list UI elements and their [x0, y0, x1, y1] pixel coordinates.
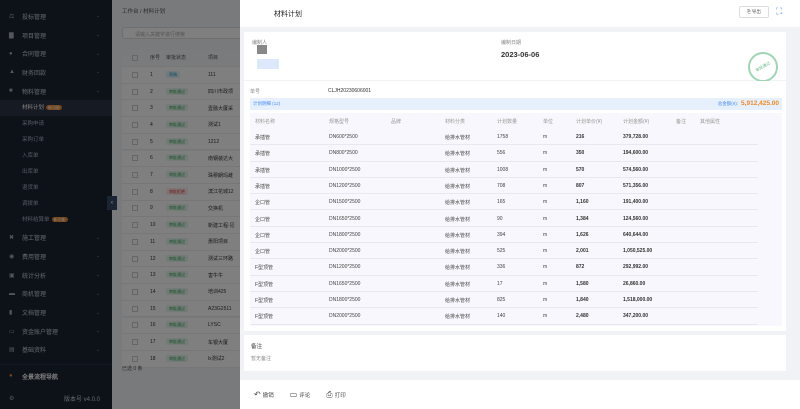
col-header: 规格型号	[329, 119, 350, 125]
undo-icon: ↶	[254, 390, 261, 399]
date-label: 编制日期	[501, 40, 522, 46]
creator-name-blurred	[257, 59, 279, 69]
table-row: F型顶管 DN2000*2500 给排水管材 140 m 2,480 347,200.00	[250, 308, 758, 325]
revoke-button[interactable]: ↶ 撤销	[254, 390, 274, 399]
col-header: 材料名称	[255, 119, 276, 125]
collapse-sidebar-button[interactable]: ‹	[107, 196, 117, 210]
table-row: F型顶管 DN1800*2500 给排水管材 825 m 1,840 1,518,000.0…	[250, 292, 758, 309]
plan-detail-table: 材料名称 规格型号 品牌 材料分类 计划数量 单位 计划单价(¥) 计划金额(¥) 备注 其他属性…	[250, 113, 782, 326]
fullscreen-icon[interactable]: ⛶	[776, 6, 783, 16]
material-plan-drawer: 材料计划 ⎘ 导出 ⛶ 编制人 编制日期 2023-06-06 审批通过 单号 …	[240, 0, 800, 409]
export-icon: ⎘	[747, 9, 752, 14]
col-header: 材料分类	[445, 119, 466, 125]
comment-button[interactable]: ▭ 评论	[289, 390, 311, 399]
creator-label: 编制人	[252, 40, 268, 46]
plan-detail-label: 计划明细 (12)	[253, 101, 281, 106]
remark-value: 暂无备注	[251, 356, 272, 362]
comment-icon: ▭	[289, 390, 298, 399]
col-header: 计划数量	[497, 119, 518, 125]
drawer-title: 材料计划	[274, 11, 302, 18]
order-no-value: CLJH20230606001	[328, 88, 372, 94]
table-row: 承插管 DN1000*2500 给排水管材 1008 m 570 574,560.00	[250, 162, 758, 178]
col-header: 备注	[676, 119, 687, 125]
table-row: 企口管 DN2000*2500 给排水管材 525 m 2,001 1,050,525.00	[250, 243, 758, 260]
table-row: 承插管 DN800*2500 给排水管材 556 m 350 194,600.00	[250, 145, 758, 162]
table-row: F型顶管 DN1650*2500 给排水管材 17 m 1,580 26,860.00	[250, 276, 758, 292]
col-header: 其他属性	[700, 119, 721, 125]
total-label: 总金额(¥):	[717, 101, 739, 106]
total-amount: 5,912,425.00	[741, 100, 779, 107]
print-icon: ⎙	[326, 389, 333, 399]
modal-mask[interactable]	[0, 0, 240, 409]
table-row: 企口管 DN1650*2500 给排水管材 90 m 1,384 124,560.00	[250, 211, 758, 227]
col-header: 计划金额(¥)	[623, 119, 650, 125]
table-row: F型顶管 DN1200*2500 给排水管材 336 m 872 292,992.00	[250, 259, 758, 276]
date-value: 2023-06-06	[501, 50, 540, 59]
plan-detail-bar: 计划明细 (12) 总金额(¥): 5,912,425.00	[250, 98, 782, 110]
col-header: 品牌	[391, 119, 402, 125]
creator-avatar	[257, 45, 267, 54]
export-button[interactable]: ⎘ 导出	[739, 6, 769, 18]
col-header: 单位	[543, 119, 554, 125]
col-header: 计划单价(¥)	[576, 119, 603, 125]
table-row: 承插管 DN1200*2500 给排水管材 708 m 807 571,356.00	[250, 178, 758, 195]
table-row: 企口管 DN1800*2500 给排水管材 394 m 1,626 640,644.00	[250, 227, 758, 244]
remark-label: 备注	[251, 344, 263, 350]
table-header: 材料名称 规格型号 品牌 材料分类 计划数量 单位 计划单价(¥) 计划金额(¥) 备注 其他属性	[250, 113, 758, 129]
print-button[interactable]: ⎙ 打印	[326, 389, 346, 399]
order-no-label: 单号	[250, 89, 261, 95]
approved-stamp: 审批通过	[748, 52, 778, 82]
drawer-footer: ↶ 撤销 ▭ 评论 ⎙ 打印	[240, 380, 800, 409]
table-row: 企口管 DN1500*2500 给排水管材 165 m 1,160 191,400.00	[250, 194, 758, 211]
table-row: 承插管 DN600*2500 给排水管材 1758 m 216 379,728.00	[250, 129, 758, 146]
